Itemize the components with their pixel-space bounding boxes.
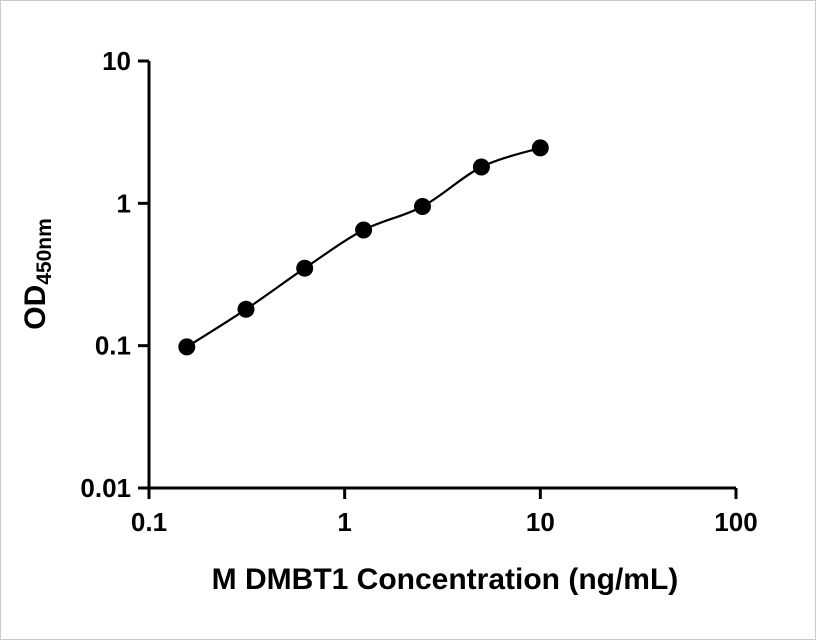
y-tick-label-1: 1 bbox=[117, 188, 131, 218]
axis-spines bbox=[147, 61, 736, 490]
data-point-5 bbox=[472, 158, 490, 176]
fit-curve bbox=[186, 146, 541, 348]
y-axis-label-subscript: 450nm bbox=[33, 218, 56, 285]
x-axis-label: M DMBT1 Concentration (ng/mL) bbox=[212, 563, 679, 596]
y-tick-label-0: 10 bbox=[102, 46, 131, 76]
y-tick-label-2: 0.1 bbox=[95, 331, 131, 361]
data-point-0 bbox=[178, 338, 196, 356]
y-axis-label-main: OD bbox=[19, 285, 52, 330]
data-layer bbox=[178, 139, 549, 356]
axes-layer bbox=[147, 61, 736, 490]
x-tick-label-0: 0.1 bbox=[131, 507, 167, 537]
x-tick-label-2: 10 bbox=[526, 507, 555, 537]
x-tick-label-3: 100 bbox=[714, 507, 757, 537]
y-axis-label: OD450nm bbox=[19, 218, 56, 330]
data-point-3 bbox=[355, 221, 373, 239]
x-tick-label-1: 1 bbox=[337, 507, 351, 537]
data-point-6 bbox=[531, 139, 549, 157]
data-point-2 bbox=[296, 259, 314, 277]
y-tick-label-3: 0.01 bbox=[80, 473, 131, 503]
data-point-4 bbox=[414, 198, 431, 215]
data-point-1 bbox=[237, 300, 255, 318]
